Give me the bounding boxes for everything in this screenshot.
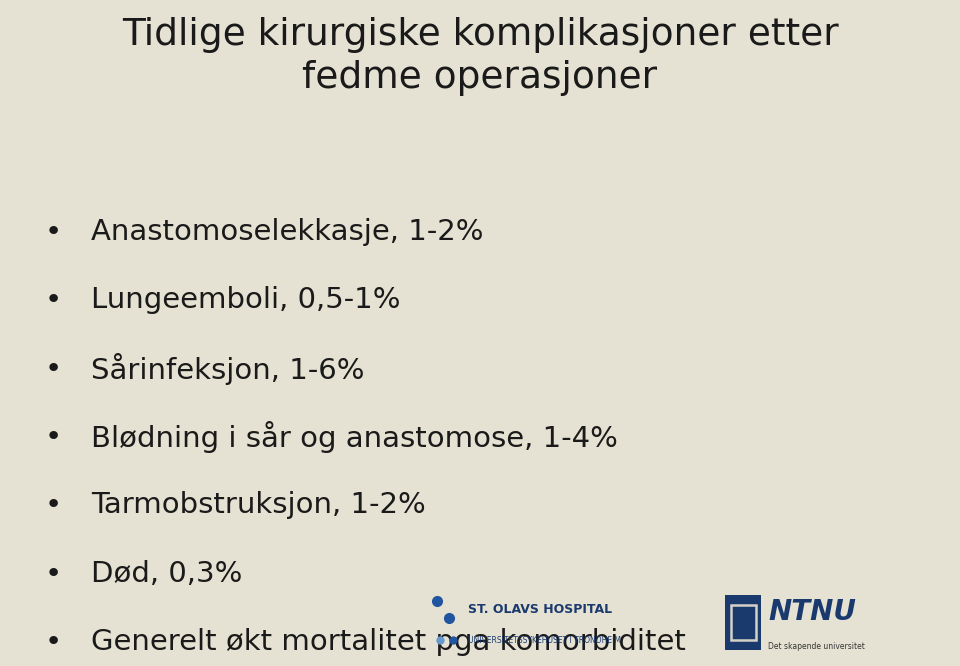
Text: UNIVERSITETSSYKEHUSET I TRONDHEIM: UNIVERSITETSSYKEHUSET I TRONDHEIM <box>468 635 621 645</box>
Text: NTNU: NTNU <box>768 598 856 626</box>
Text: ST. OLAVS HOSPITAL: ST. OLAVS HOSPITAL <box>468 603 612 616</box>
Text: •: • <box>44 286 61 314</box>
Text: Anastomoselekkasje, 1-2%: Anastomoselekkasje, 1-2% <box>91 218 484 246</box>
Text: Tidlige kirurgiske komplikasjoner etter
fedme operasjoner: Tidlige kirurgiske komplikasjoner etter … <box>122 17 838 97</box>
Text: Lungeemboli, 0,5-1%: Lungeemboli, 0,5-1% <box>91 286 400 314</box>
Text: •: • <box>44 492 61 519</box>
Text: •: • <box>44 559 61 587</box>
Text: •: • <box>44 218 61 246</box>
Text: •: • <box>44 354 61 382</box>
Bar <box>731 605 756 640</box>
Text: Tarmobstruksjon, 1-2%: Tarmobstruksjon, 1-2% <box>91 492 426 519</box>
Bar <box>725 595 761 651</box>
Text: Det skapende universitet: Det skapende universitet <box>768 643 865 651</box>
Text: Død, 0,3%: Død, 0,3% <box>91 559 243 587</box>
Text: Blødning i sår og anastomose, 1-4%: Blødning i sår og anastomose, 1-4% <box>91 421 618 453</box>
Text: •: • <box>44 423 61 451</box>
Text: •: • <box>44 628 61 656</box>
Text: Generelt økt mortalitet pga komorbiditet: Generelt økt mortalitet pga komorbiditet <box>91 628 686 656</box>
Text: Sårinfeksjon, 1-6%: Sårinfeksjon, 1-6% <box>91 352 365 384</box>
